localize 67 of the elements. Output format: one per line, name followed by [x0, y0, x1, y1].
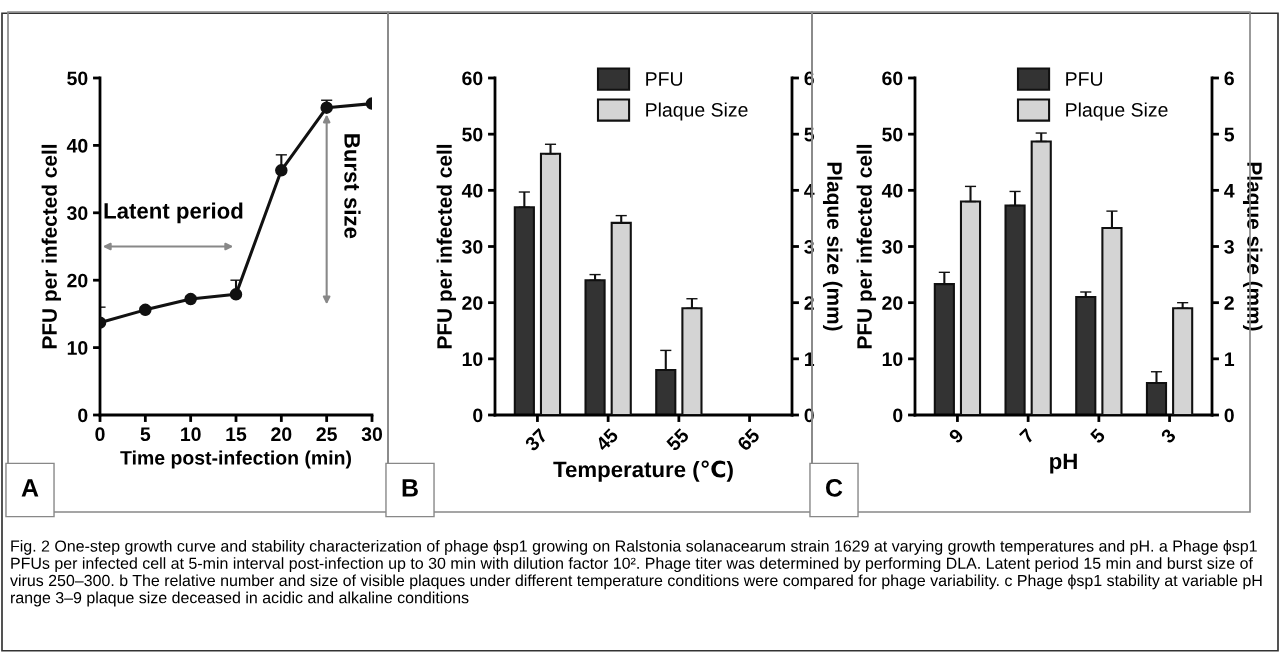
y-tick-label: 20 [882, 296, 903, 310]
y-tick-label: 50 [882, 127, 903, 142]
y-tick-label: 10 [67, 341, 88, 355]
y2-tick-label: 6 [1224, 71, 1234, 86]
y-tick-label: 50 [462, 127, 483, 142]
x-tick-label: 5 [1089, 427, 1106, 445]
y-tick-label: 10 [462, 352, 483, 367]
y2-axis-title: Plaque size (mm) [1242, 162, 1263, 331]
y-tick-label: 0 [473, 408, 483, 423]
y2-tick-label: 5 [1224, 127, 1235, 142]
y-tick-label: 30 [67, 206, 88, 221]
y2-tick-label: 0 [804, 408, 814, 423]
y-tick-label: 30 [462, 239, 483, 254]
x-tick-label: 7 [1019, 427, 1035, 444]
x-tick-label: 25 [316, 427, 337, 442]
y-axis-title: PFU per infected cell [856, 144, 877, 349]
y-tick-label: 20 [462, 296, 483, 310]
legend-label: PFU [646, 72, 683, 86]
y-axis-title: PFU per infected cell [436, 144, 457, 349]
annotation: Latent period [104, 202, 243, 224]
legend-label: PFU [1066, 72, 1103, 86]
y2-tick-label: 5 [804, 127, 815, 142]
x-axis-title: Time post-infection (min) [120, 450, 351, 469]
y-tick-label: 0 [78, 408, 88, 423]
y2-tick-label: 3 [804, 239, 814, 254]
x-tick-label: 10 [181, 427, 201, 442]
x-tick-label: 15 [226, 427, 247, 442]
y2-tick-label: 4 [804, 184, 815, 198]
x-tick-label: 30 [361, 427, 383, 442]
y2-tick-label: 3 [1224, 239, 1234, 254]
y2-tick-label: 2 [1224, 296, 1234, 310]
y2-tick-label: 2 [804, 296, 814, 310]
caption: Fig. 2 One-step growth curve and stability characterization of phage ϕsp1 growing on Ralstonia solanacearum strain 1629 at varying growth temperatures and pH. a Phage ϕsp1 PFUs per infected cell at 5-min interval post-infection up to 30 min with dilution factor 10². Phage titer was determined by performing DLA. Latent period 15 min and burst size of virus 250–300. b The relative number and size of visible plaques under different temperature conditions were compared for phage variability. c Phage ϕsp1 stability at variable pH range 3–9 plaque size deceased in acidic and alkaline conditions [10, 540, 1262, 607]
y-axis-title: PFU per infected cell [41, 144, 62, 349]
y2-tick-label: 4 [1224, 184, 1235, 198]
y2-axis-title: Plaque size (mm) [822, 162, 843, 331]
text: A [21, 479, 39, 497]
y-tick-label: 40 [461, 183, 483, 198]
y-tick-label: 30 [882, 239, 903, 254]
x-axis-title: Temperature (℃) [553, 460, 733, 482]
x-tick-label: 55 [665, 427, 690, 452]
x-tick-label: 20 [271, 427, 292, 442]
x-tick-label: 37 [524, 427, 549, 452]
x-tick-label: 5 [140, 427, 151, 442]
text: B [402, 479, 418, 497]
x-tick-label: 9 [948, 427, 965, 445]
y2-tick-label: 1 [805, 352, 815, 366]
x-tick-label: 0 [95, 427, 105, 442]
y-tick-label: 40 [881, 183, 903, 198]
y2-tick-label: 0 [1224, 408, 1234, 423]
y2-tick-label: 1 [1225, 352, 1235, 366]
y2-tick-label: 6 [804, 71, 814, 86]
annotation: Burst size [344, 134, 361, 239]
text: C [826, 479, 843, 497]
y-tick-label: 10 [882, 352, 903, 367]
y-tick-label: 60 [462, 71, 483, 86]
y-tick-label: 0 [893, 408, 903, 423]
y-tick-label: 50 [67, 71, 88, 86]
y-tick-label: 20 [67, 273, 88, 288]
x-tick-label: 3 [1160, 427, 1177, 445]
x-tick-label: 65 [736, 427, 761, 452]
legend-label: Plaque Size [1066, 102, 1168, 121]
y-tick-label: 60 [882, 71, 903, 86]
legend-label: Plaque Size [646, 102, 748, 121]
x-tick-label: 45 [594, 427, 620, 452]
x-axis-title: pH [1050, 453, 1077, 474]
y-tick-label: 40 [66, 138, 88, 153]
